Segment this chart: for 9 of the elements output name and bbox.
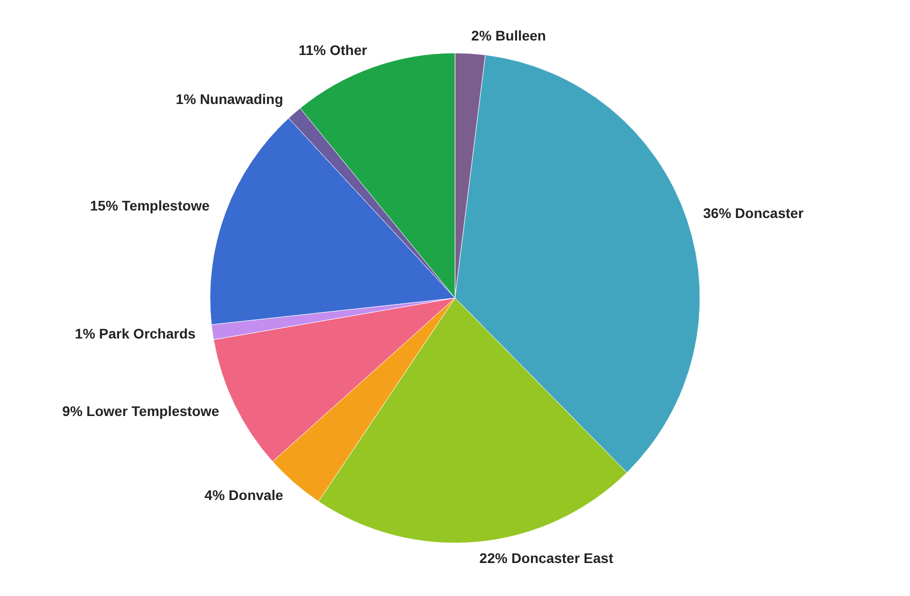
- slice-label: 36% Doncaster: [703, 204, 804, 221]
- slice-label: 15% Templestowe: [90, 197, 210, 214]
- slice-label: 1% Nunawading: [176, 91, 284, 108]
- slice-label: 22% Doncaster East: [479, 550, 614, 566]
- slice-label: 2% Bulleen: [471, 28, 546, 44]
- slice-label: 11% Other: [298, 42, 368, 58]
- slice-label: 1% Park Orchards: [74, 326, 196, 342]
- slice-label: 4% Donvale: [204, 486, 284, 503]
- slice-label: 9% Lower Templestowe: [62, 403, 220, 420]
